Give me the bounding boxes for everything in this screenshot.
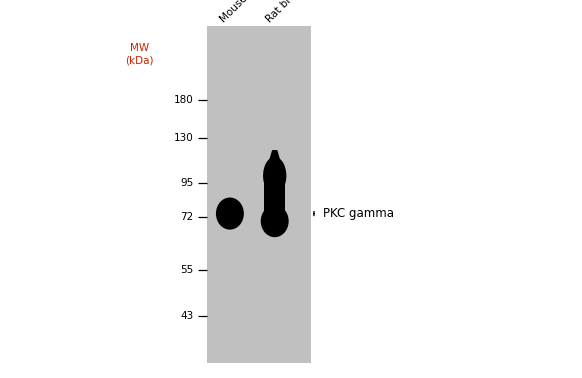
Text: Mouse brain: Mouse brain [218,0,271,25]
Text: 55: 55 [180,265,193,275]
Text: PKC gamma: PKC gamma [323,207,394,220]
Text: 43: 43 [180,311,193,321]
Text: 180: 180 [173,95,193,105]
Ellipse shape [263,157,286,195]
Text: 95: 95 [180,178,193,188]
Text: MW
(kDa): MW (kDa) [126,43,154,65]
Ellipse shape [261,205,289,237]
Bar [207,26,311,363]
Bar [264,174,285,223]
Text: 130: 130 [173,133,193,143]
Ellipse shape [216,197,244,229]
Text: 72: 72 [180,212,193,222]
Polygon shape [268,150,281,164]
Text: Rat brain: Rat brain [265,0,306,25]
